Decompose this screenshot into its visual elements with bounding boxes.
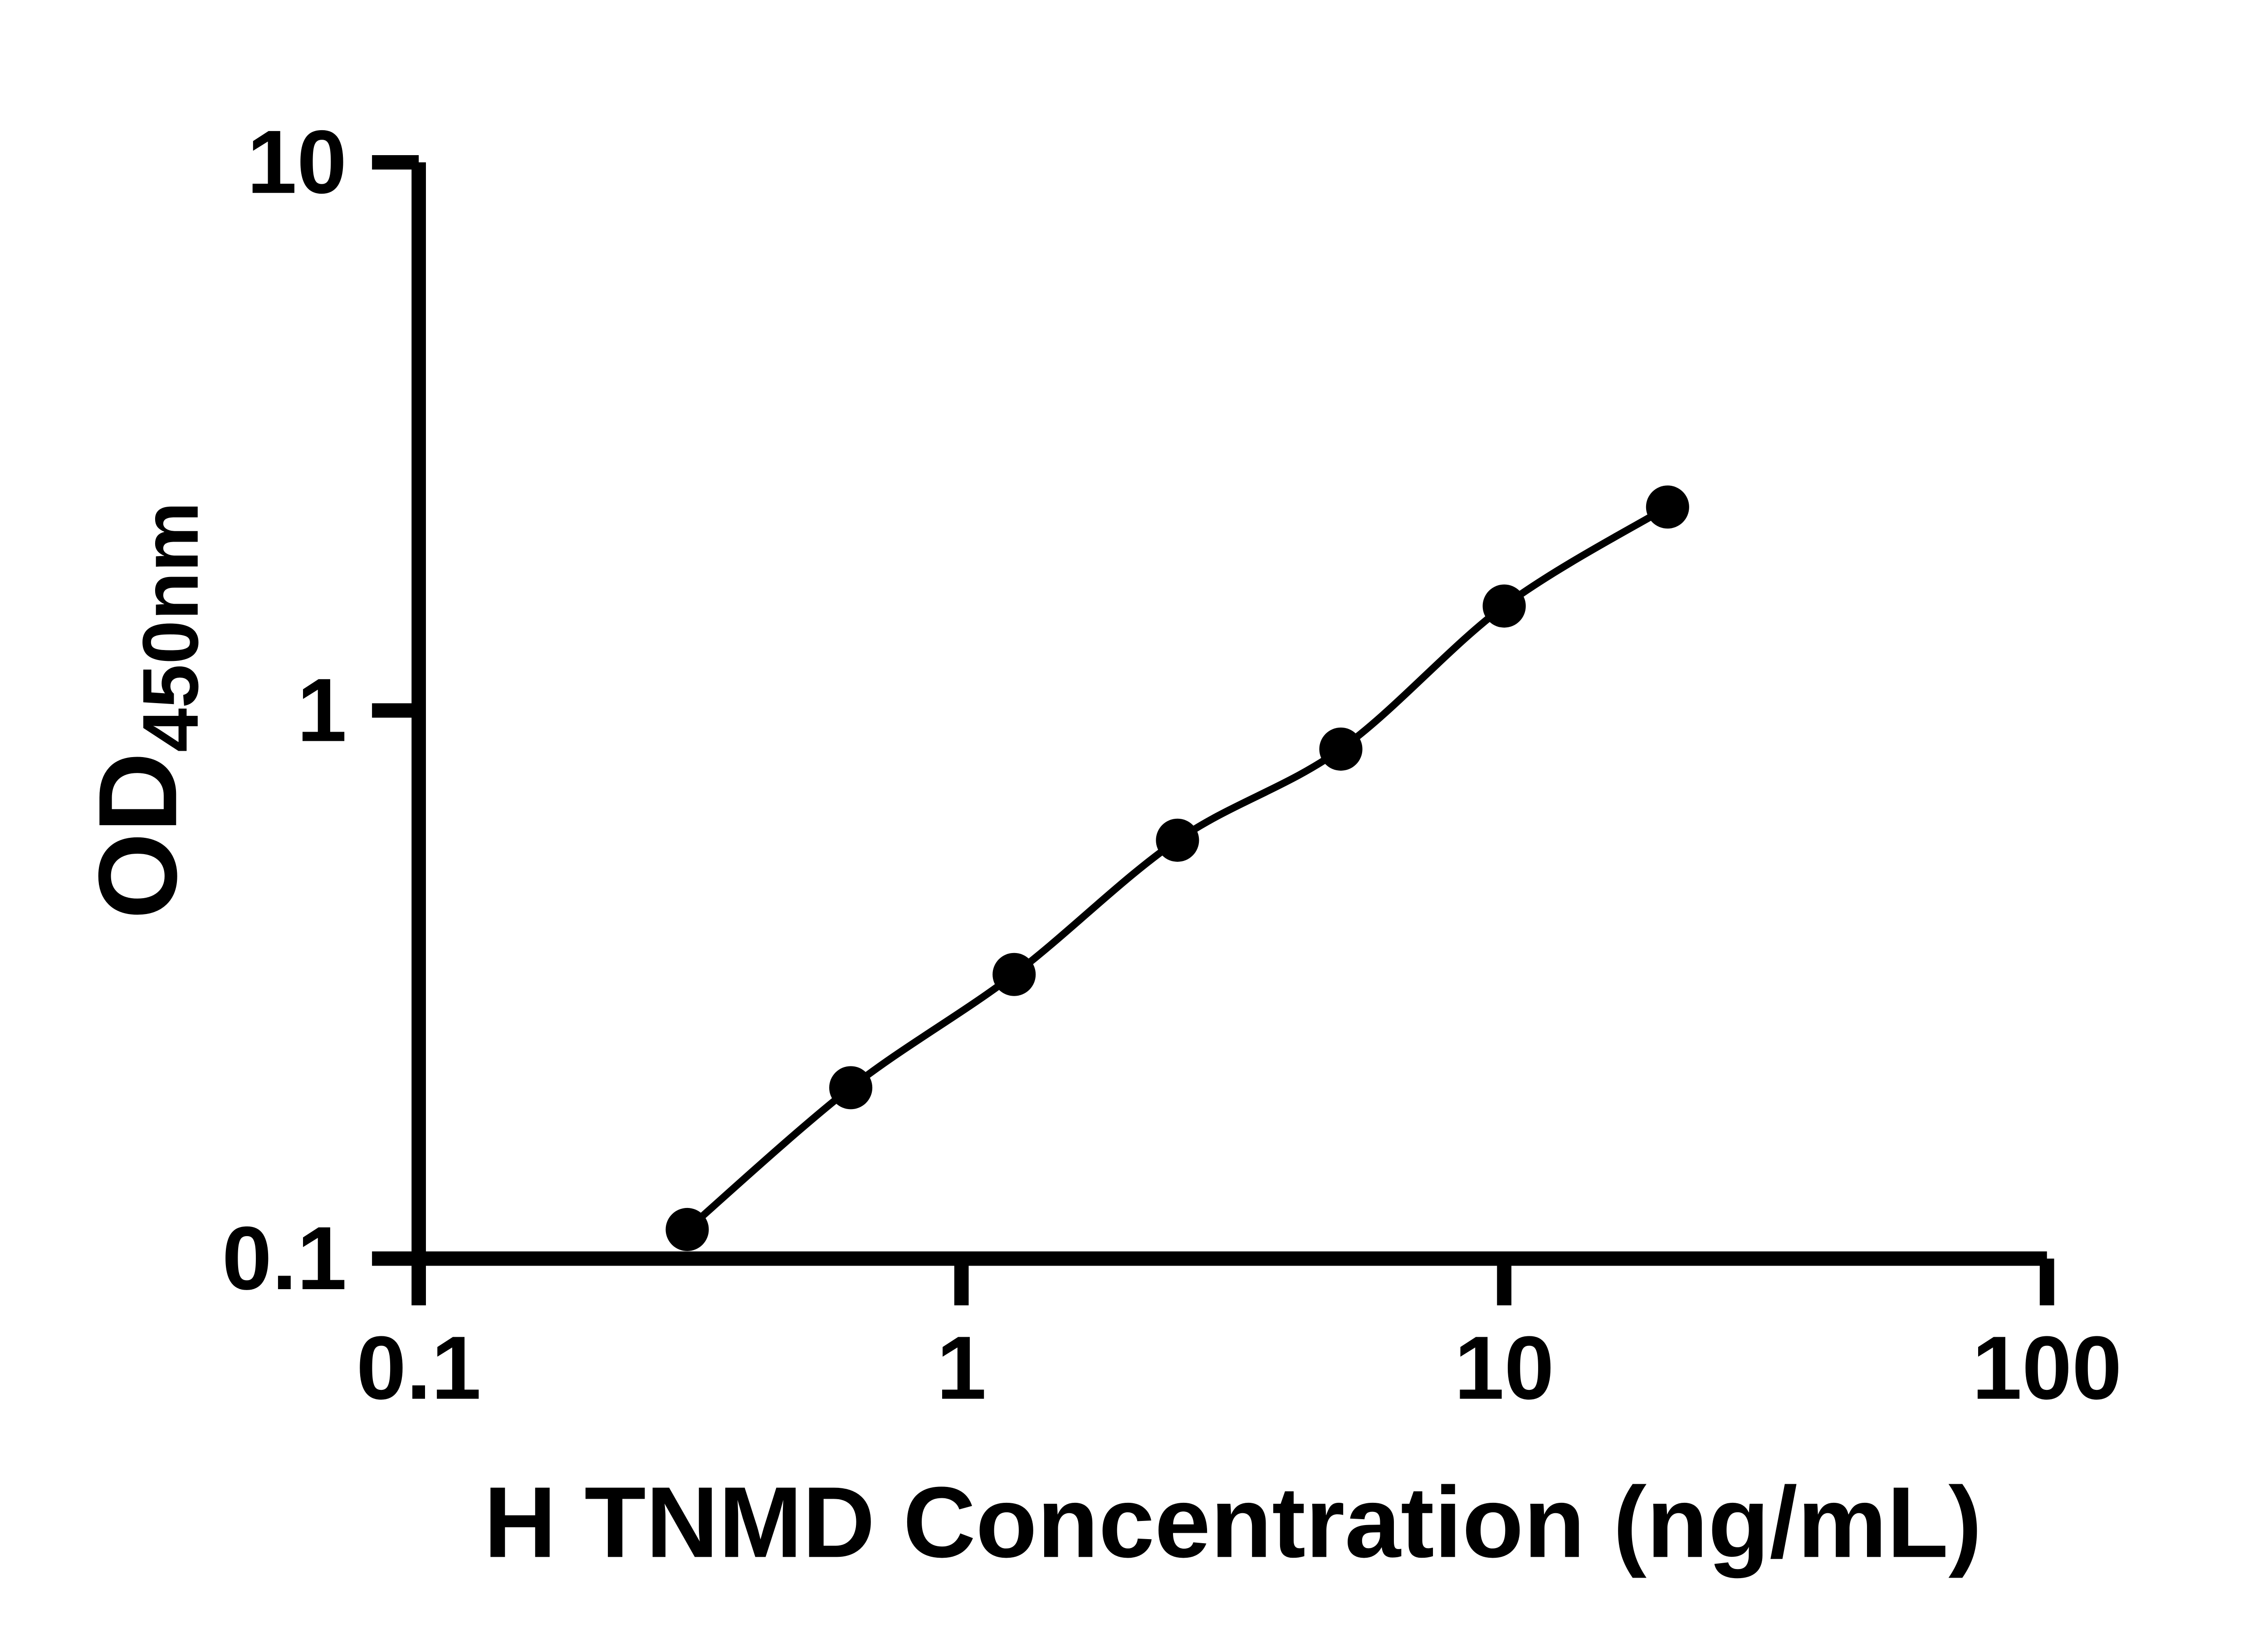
y-axis-title: OD450nm — [76, 502, 215, 919]
y-axis-title-main: OD — [76, 752, 200, 919]
x-tick-label: 100 — [1972, 1318, 2122, 1418]
data-point-marker — [992, 953, 1036, 996]
x-axis-title: H TNMD Concentration (ng/mL) — [484, 1466, 1982, 1579]
y-tick-label: 1 — [297, 660, 347, 760]
data-points — [665, 485, 1689, 1252]
axis-spines — [411, 162, 2047, 1266]
data-point-marker — [1156, 818, 1199, 862]
y-tick-label: 10 — [247, 112, 347, 212]
x-axis-ticks: 0.1 1 10 100 — [356, 1258, 2122, 1418]
y-axis-title-subscript: 450nm — [126, 502, 215, 752]
x-tick-label: 0.1 — [356, 1318, 481, 1418]
data-point-marker — [1646, 485, 1689, 529]
data-point-marker — [1482, 584, 1526, 628]
y-tick-label: 0.1 — [222, 1208, 347, 1308]
x-tick-label: 1 — [937, 1318, 987, 1418]
data-point-marker — [829, 1066, 873, 1110]
axes — [411, 162, 2047, 1266]
data-point-marker — [665, 1208, 709, 1252]
data-point-marker — [1319, 727, 1363, 771]
y-axis-ticks: 0.1 1 10 — [222, 112, 419, 1308]
x-tick-label: 10 — [1454, 1318, 1554, 1418]
